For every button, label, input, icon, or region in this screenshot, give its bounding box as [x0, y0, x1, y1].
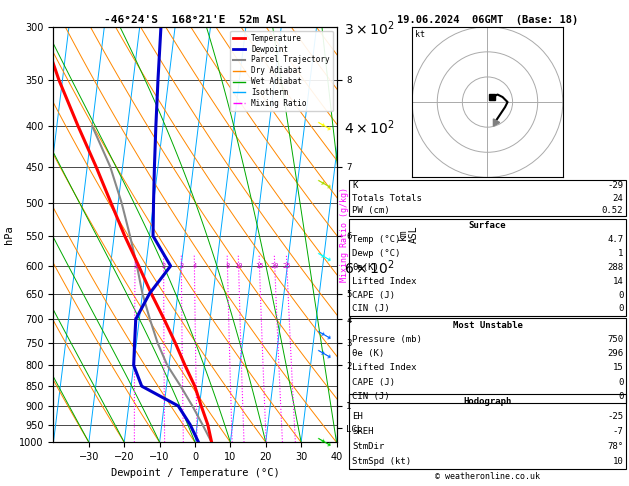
Text: 15: 15	[613, 364, 623, 372]
Text: Lifted Index: Lifted Index	[352, 364, 417, 372]
Text: K: K	[352, 181, 358, 191]
Text: →→: →→	[314, 347, 333, 363]
Text: StmDir: StmDir	[352, 442, 384, 451]
Text: CAPE (J): CAPE (J)	[352, 378, 395, 387]
Text: →→: →→	[314, 327, 333, 344]
Text: 1: 1	[618, 249, 623, 258]
Text: 296: 296	[607, 349, 623, 358]
Text: θe (K): θe (K)	[352, 349, 384, 358]
Y-axis label: hPa: hPa	[4, 225, 14, 244]
Text: Totals Totals: Totals Totals	[352, 193, 422, 203]
Text: EH: EH	[352, 412, 363, 421]
Text: kt: kt	[415, 30, 425, 39]
Text: 288: 288	[607, 263, 623, 272]
Text: Mixing Ratio (g/kg): Mixing Ratio (g/kg)	[340, 187, 348, 282]
Text: 2: 2	[162, 263, 166, 269]
Text: 19.06.2024  06GMT  (Base: 18): 19.06.2024 06GMT (Base: 18)	[397, 15, 578, 25]
Text: CIN (J): CIN (J)	[352, 304, 390, 313]
Text: 1: 1	[133, 263, 137, 269]
Text: 0: 0	[618, 392, 623, 401]
Text: 4: 4	[192, 263, 196, 269]
Text: Pressure (mb): Pressure (mb)	[352, 335, 422, 344]
Text: 0: 0	[618, 291, 623, 299]
Text: θe(K): θe(K)	[352, 263, 379, 272]
Text: 14: 14	[613, 277, 623, 286]
Text: →→: →→	[314, 249, 333, 266]
Text: →→: →→	[314, 118, 333, 135]
Text: 3: 3	[179, 263, 184, 269]
Title: -46°24'S  168°21'E  52m ASL: -46°24'S 168°21'E 52m ASL	[104, 15, 286, 25]
Text: Temp (°C): Temp (°C)	[352, 235, 401, 244]
Text: 750: 750	[607, 335, 623, 344]
Text: 0.52: 0.52	[602, 206, 623, 215]
Text: Surface: Surface	[469, 221, 506, 230]
Text: StmSpd (kt): StmSpd (kt)	[352, 457, 411, 466]
Y-axis label: km
ASL: km ASL	[398, 226, 420, 243]
Text: CAPE (J): CAPE (J)	[352, 291, 395, 299]
Text: PW (cm): PW (cm)	[352, 206, 390, 215]
Text: Most Unstable: Most Unstable	[452, 321, 523, 330]
Text: -29: -29	[607, 181, 623, 191]
Text: SREH: SREH	[352, 427, 374, 436]
Legend: Temperature, Dewpoint, Parcel Trajectory, Dry Adiabat, Wet Adiabat, Isotherm, Mi: Temperature, Dewpoint, Parcel Trajectory…	[230, 31, 333, 111]
Text: 8: 8	[225, 263, 230, 269]
Text: Hodograph: Hodograph	[464, 397, 511, 406]
Text: 15: 15	[255, 263, 264, 269]
Text: 10: 10	[235, 263, 243, 269]
X-axis label: Dewpoint / Temperature (°C): Dewpoint / Temperature (°C)	[111, 468, 279, 478]
Text: CIN (J): CIN (J)	[352, 392, 390, 401]
Text: -7: -7	[613, 427, 623, 436]
Text: Dewp (°C): Dewp (°C)	[352, 249, 401, 258]
Text: Lifted Index: Lifted Index	[352, 277, 417, 286]
Text: 78°: 78°	[607, 442, 623, 451]
Text: 25: 25	[282, 263, 291, 269]
Text: 4.7: 4.7	[607, 235, 623, 244]
Text: 20: 20	[270, 263, 279, 269]
Text: 10: 10	[613, 457, 623, 466]
Text: →→: →→	[314, 176, 333, 193]
Text: 0: 0	[618, 378, 623, 387]
Text: 0: 0	[618, 304, 623, 313]
Text: 24: 24	[613, 193, 623, 203]
Text: -25: -25	[607, 412, 623, 421]
Text: →→: →→	[314, 434, 333, 451]
Text: © weatheronline.co.uk: © weatheronline.co.uk	[435, 472, 540, 481]
